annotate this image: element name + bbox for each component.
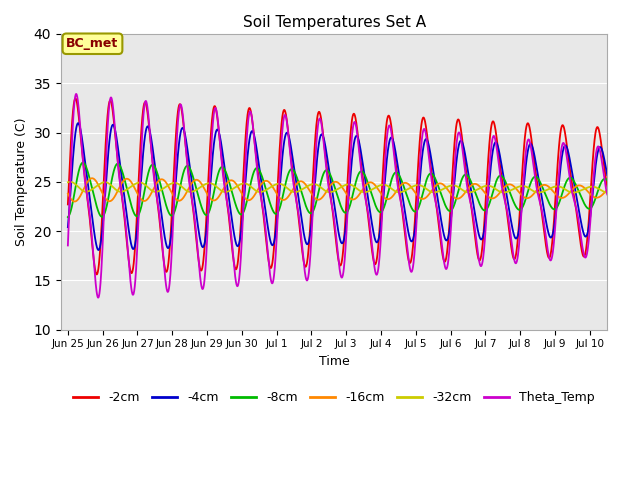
Theta_Temp — [72, 91, 80, 97]
-16cm — [489, 195, 497, 201]
-8cm — [64, 214, 72, 220]
-32cm — [312, 181, 320, 187]
-2cm — [588, 167, 596, 172]
-4cm — [588, 196, 596, 202]
-16cm — [92, 178, 100, 184]
-32cm — [588, 184, 596, 190]
-2cm — [93, 272, 100, 277]
-8cm — [489, 189, 497, 195]
Y-axis label: Soil Temperature (C): Soil Temperature (C) — [15, 118, 28, 246]
-16cm — [312, 196, 320, 202]
-2cm — [489, 119, 497, 124]
-4cm — [489, 146, 497, 152]
Line: -16cm: -16cm — [68, 178, 607, 202]
Theta_Temp — [588, 193, 596, 199]
-2cm — [604, 184, 611, 190]
-8cm — [312, 200, 320, 205]
-16cm — [327, 182, 335, 188]
-4cm — [92, 239, 99, 244]
Line: -2cm: -2cm — [68, 98, 607, 275]
-2cm — [312, 122, 320, 128]
Title: Soil Temperatures Set A: Soil Temperatures Set A — [243, 15, 426, 30]
Theta_Temp — [92, 280, 99, 286]
-2cm — [327, 193, 335, 199]
-4cm — [74, 120, 82, 126]
-32cm — [92, 184, 99, 190]
-32cm — [588, 184, 595, 190]
-4cm — [604, 172, 611, 178]
-2cm — [64, 202, 72, 207]
Theta_Temp — [489, 134, 497, 140]
Line: -4cm: -4cm — [68, 123, 607, 250]
-8cm — [588, 204, 596, 210]
-32cm — [489, 184, 497, 190]
-16cm — [588, 192, 596, 198]
Line: -32cm: -32cm — [68, 182, 607, 192]
-4cm — [588, 199, 596, 205]
-8cm — [79, 160, 87, 166]
Theta_Temp — [327, 195, 335, 201]
-4cm — [64, 224, 72, 230]
-16cm — [604, 187, 611, 192]
-8cm — [92, 200, 99, 205]
-16cm — [71, 199, 79, 204]
-16cm — [64, 191, 72, 197]
Theta_Temp — [588, 197, 596, 203]
-2cm — [92, 269, 99, 275]
-8cm — [588, 204, 595, 210]
-8cm — [604, 177, 611, 183]
-32cm — [604, 190, 611, 195]
-4cm — [312, 164, 320, 169]
-32cm — [64, 180, 72, 185]
Text: BC_met: BC_met — [67, 37, 118, 50]
Theta_Temp — [312, 141, 320, 146]
Legend: -2cm, -4cm, -8cm, -16cm, -32cm, Theta_Temp: -2cm, -4cm, -8cm, -16cm, -32cm, Theta_Te… — [68, 386, 600, 409]
-2cm — [588, 170, 596, 176]
-4cm — [95, 247, 102, 253]
Theta_Temp — [604, 192, 611, 197]
Line: -8cm: -8cm — [68, 163, 607, 217]
-4cm — [327, 178, 335, 184]
-2cm — [72, 96, 79, 101]
-32cm — [67, 179, 74, 185]
X-axis label: Time: Time — [319, 355, 349, 368]
Theta_Temp — [94, 295, 102, 300]
Theta_Temp — [64, 242, 72, 248]
-16cm — [588, 193, 596, 199]
Line: Theta_Temp: Theta_Temp — [68, 94, 607, 298]
-8cm — [326, 172, 334, 178]
-16cm — [88, 175, 96, 181]
-32cm — [326, 189, 334, 195]
